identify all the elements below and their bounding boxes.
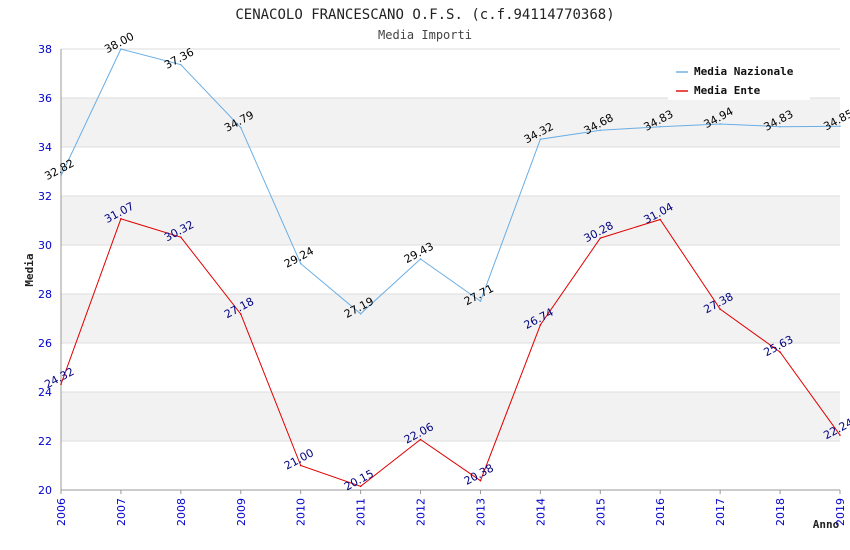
chart-subtitle: Media Importi xyxy=(378,28,472,42)
y-tick-label: 28 xyxy=(38,288,52,301)
data-point-media-ente xyxy=(419,438,422,441)
y-tick-label: 24 xyxy=(38,386,52,399)
x-tick-labels: 2006 2007 2008 2009 2010 2011 2012 2013 2014 2015… xyxy=(55,498,847,526)
data-point-media-nazionale xyxy=(479,300,482,302)
x-tick-label: 2016 xyxy=(654,498,667,526)
data-point-media-nazionale xyxy=(659,125,662,128)
y-tick-label: 20 xyxy=(38,484,52,497)
data-point-media-nazionale xyxy=(839,125,841,127)
data-point-media-nazionale xyxy=(419,258,422,260)
x-axis-label: Anno xyxy=(813,518,840,531)
data-point-media-nazionale xyxy=(359,313,362,315)
x-tick-label: 2015 xyxy=(594,498,607,526)
y-tick-label: 22 xyxy=(38,435,52,448)
grid-band xyxy=(61,98,840,147)
data-point-media-ente xyxy=(299,464,302,467)
series-line-media-nazionale xyxy=(60,48,841,315)
y-tick-label: 30 xyxy=(38,239,52,252)
x-tick-label: 2007 xyxy=(115,498,128,526)
x-tick-label: 2012 xyxy=(415,498,428,526)
data-point-media-nazionale xyxy=(779,125,781,128)
background-bands xyxy=(61,98,840,441)
x-tick-label: 2019 xyxy=(834,498,847,526)
y-tick-label: 26 xyxy=(38,337,52,350)
grid-band xyxy=(61,392,840,441)
x-tick-label: 2009 xyxy=(235,498,248,526)
data-point-media-nazionale xyxy=(60,175,62,177)
x-tick-label: 2010 xyxy=(295,498,308,526)
data-point-media-ente xyxy=(180,236,182,238)
data-point-media-ente xyxy=(239,313,242,315)
legend-label-media-nazionale: Media Nazionale xyxy=(694,65,794,78)
legend-label-media-ente: Media Ente xyxy=(694,84,761,97)
y-tick-labels: 20 22 24 26 28 30 32 34 36 38 xyxy=(38,43,52,497)
data-point-media-ente xyxy=(839,434,841,436)
legend-background xyxy=(668,60,810,100)
data-point-media-ente xyxy=(120,217,122,220)
data-label-media-ente: 20.15 xyxy=(342,467,376,493)
grid-band xyxy=(61,294,840,343)
data-point-media-ente xyxy=(479,479,482,482)
y-axis-label: Media xyxy=(23,253,36,286)
series-lines xyxy=(60,48,841,488)
x-tick-label: 2014 xyxy=(534,498,547,526)
x-tick-label: 2006 xyxy=(55,498,68,526)
data-point-media-nazionale xyxy=(299,262,302,265)
x-tick-label: 2008 xyxy=(175,498,188,526)
data-point-media-nazionale xyxy=(719,123,721,125)
x-tick-label: 2013 xyxy=(474,498,487,526)
axes xyxy=(60,49,841,494)
y-tick-label: 32 xyxy=(38,190,52,203)
x-tick-label: 2011 xyxy=(355,498,368,526)
data-point-media-ente xyxy=(60,383,62,385)
data-point-media-ente xyxy=(599,237,602,239)
data-label-media-nazionale: 32.82 xyxy=(42,157,76,183)
series-line-media-ente xyxy=(60,218,841,487)
y-tick-label: 34 xyxy=(38,141,52,154)
y-tick-label: 36 xyxy=(38,92,52,105)
chart-title: CENACOLO FRANCESCANO O.F.S. (c.f.9411477… xyxy=(235,7,614,23)
data-label-media-ente: 20.38 xyxy=(462,461,496,487)
data-point-media-ente xyxy=(359,485,362,488)
data-point-media-nazionale xyxy=(120,48,122,50)
data-label-media-nazionale: 29.24 xyxy=(282,244,316,270)
data-point-media-nazionale xyxy=(599,129,602,132)
legend: Media Nazionale Media Ente xyxy=(668,60,810,100)
x-tick-label: 2018 xyxy=(774,498,787,526)
data-point-media-ente xyxy=(539,324,542,326)
x-tick-label: 2017 xyxy=(714,498,727,526)
data-label-media-ente: 24.32 xyxy=(42,365,76,391)
data-point-media-nazionale xyxy=(180,63,182,66)
data-point-media-ente xyxy=(719,308,721,310)
data-point-media-ente xyxy=(779,351,781,353)
data-point-media-nazionale xyxy=(239,126,242,129)
data-point-media-nazionale xyxy=(539,138,542,140)
data-point-media-ente xyxy=(659,218,662,221)
y-tick-label: 38 xyxy=(38,43,52,56)
grid-band xyxy=(61,196,840,245)
